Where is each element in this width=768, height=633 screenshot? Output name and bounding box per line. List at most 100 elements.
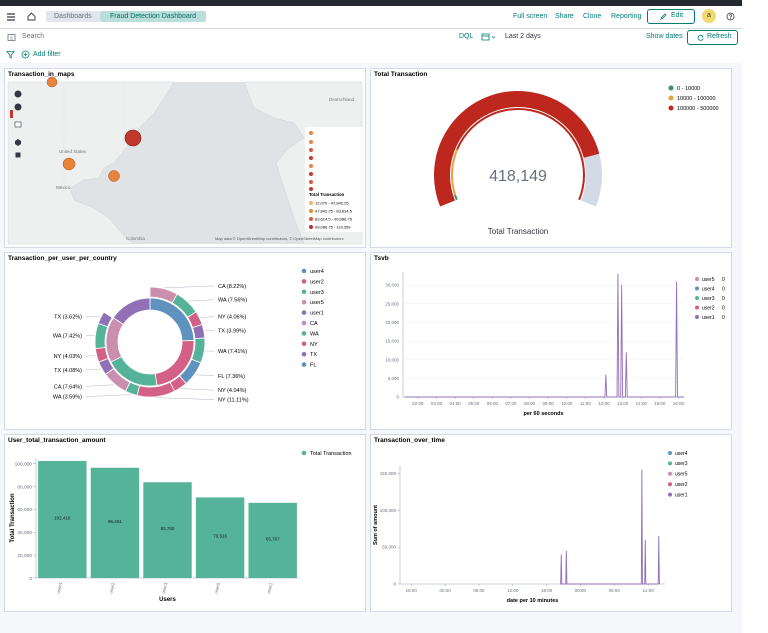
slice-label: FL (7.36%) xyxy=(218,374,245,380)
legend-label: FL xyxy=(310,363,316,369)
header-action[interactable]: Clone xyxy=(583,13,602,20)
search-input[interactable]: Search xyxy=(22,33,45,40)
leader-line xyxy=(181,388,215,391)
layer-toggle[interactable] xyxy=(10,110,13,118)
legend-label: WA xyxy=(310,331,319,337)
gauge-range xyxy=(454,194,458,201)
map-label: Deutschland xyxy=(329,97,355,102)
panel-title: Transaction_in_maps xyxy=(8,71,75,78)
map-border xyxy=(8,82,154,198)
breadcrumb[interactable]: Dashboards xyxy=(46,11,100,22)
legend-label: 12,070 - 47,842.25 xyxy=(315,201,349,206)
line-panel: Transaction_over_time 0 50,000 100,000 150,… xyxy=(370,434,732,612)
header: Dashboards Fraud Detection Dashboard Ful… xyxy=(0,6,742,29)
map-marker[interactable] xyxy=(108,170,120,182)
legend-label: user4 xyxy=(675,451,688,457)
header-action[interactable]: Reporting xyxy=(611,13,642,20)
slice-label: TX (3.99%) xyxy=(218,329,246,335)
legend-label: user5 xyxy=(702,277,715,283)
map-marker[interactable] xyxy=(46,76,58,88)
y-axis-title: Total Transaction xyxy=(10,493,16,543)
y-tick-label: 40,000 xyxy=(17,530,32,536)
x-tick-label: 00:00 xyxy=(575,588,587,593)
draw-bounds[interactable] xyxy=(15,152,21,158)
slice-label: WA (7.41%) xyxy=(218,349,247,355)
slice-label: NY (4.04%) xyxy=(218,388,246,394)
breadcrumb: Fraud Detection Dashboard xyxy=(100,11,206,22)
legend-label: user5 xyxy=(310,300,324,306)
zoom-in[interactable] xyxy=(14,90,22,98)
x-tick-label: 12:00 xyxy=(598,401,610,406)
legend-label: 83,614.5 - 99,086.75 xyxy=(315,217,353,222)
y-tick-label: 80,000 xyxy=(17,484,32,490)
fit-bounds[interactable] xyxy=(14,121,22,128)
y-tick-label: 20,000 xyxy=(17,553,32,559)
leader-line xyxy=(164,285,215,289)
x-tick-label: 09:00 xyxy=(543,401,555,406)
legend-value: 0 xyxy=(722,315,725,321)
y-tick-label: 25,000 xyxy=(385,301,399,306)
x-tick-label: 02:00 xyxy=(412,401,424,406)
y-axis-title: Sum of amount xyxy=(373,505,379,545)
map-marker[interactable] xyxy=(62,157,76,171)
header-action[interactable]: Share xyxy=(555,13,574,20)
legend-swatch xyxy=(301,320,307,326)
leader-line xyxy=(85,394,131,397)
legend-swatch xyxy=(668,492,672,497)
edit-button[interactable]: Edit xyxy=(647,9,695,24)
query-language[interactable]: DQL xyxy=(459,33,474,40)
menu-icon[interactable] xyxy=(6,12,16,22)
legend-swatch xyxy=(301,362,307,367)
refresh-button[interactable]: Refresh xyxy=(687,30,738,45)
legend-swatch xyxy=(668,482,672,487)
show-dates[interactable]: Show dates xyxy=(646,33,683,40)
legend-label: 0 - 10000 xyxy=(677,86,700,92)
legend-label: user2 xyxy=(310,279,324,285)
bar-value-label: 96,461 xyxy=(108,519,122,524)
y-tick-label: 60,000 xyxy=(17,507,32,513)
x-tick-label: 06:00 xyxy=(487,401,499,406)
x-tick-label: user3 xyxy=(161,581,169,594)
legend-swatch xyxy=(309,217,313,221)
refresh-icon xyxy=(697,34,704,41)
gauge-range xyxy=(451,149,459,196)
edit-label: Edit xyxy=(671,12,684,19)
legend-label: NY xyxy=(310,342,318,348)
map-marker[interactable] xyxy=(124,129,142,147)
leader-line xyxy=(156,397,215,400)
x-tick-label: 12:00 xyxy=(507,588,519,593)
legend-swatch xyxy=(301,279,307,284)
gauge-label: Total Transaction xyxy=(488,227,548,236)
avatar[interactable]: a xyxy=(702,9,716,23)
legend-swatch xyxy=(695,277,699,281)
legend-label: user3 xyxy=(675,461,688,467)
time-range[interactable]: Last 2 days xyxy=(505,33,541,40)
legend-label: user2 xyxy=(702,305,715,311)
y-tick-label: 15,000 xyxy=(385,339,399,344)
bar xyxy=(90,467,140,578)
panel-title: Tsvb xyxy=(374,255,389,262)
legend-swatch xyxy=(668,105,674,111)
legend-swatch xyxy=(301,310,307,315)
zoom-out[interactable] xyxy=(14,103,22,111)
leader-line xyxy=(200,316,215,318)
x-tick-label: user5 xyxy=(213,581,221,594)
help-icon[interactable] xyxy=(726,12,735,21)
save-query-icon[interactable] xyxy=(7,33,16,42)
bar xyxy=(143,482,192,578)
x-tick-label: 15:00 xyxy=(654,401,666,406)
draw-shape[interactable] xyxy=(15,139,21,146)
legend-swatch xyxy=(695,305,699,310)
date-picker-icon[interactable] xyxy=(481,32,497,42)
x-tick-label: 14:00 xyxy=(636,401,648,406)
add-filter[interactable]: Add filter xyxy=(33,51,61,58)
legend-swatch xyxy=(301,450,307,456)
pencil-icon xyxy=(660,13,667,20)
legend-swatch xyxy=(668,461,672,466)
home-icon[interactable] xyxy=(26,11,37,22)
leader-line xyxy=(85,384,114,387)
legend-label: user5 xyxy=(675,472,688,478)
header-action[interactable]: Full screen xyxy=(513,13,548,20)
legend-swatch xyxy=(301,299,307,305)
filter-icon[interactable] xyxy=(6,50,15,59)
